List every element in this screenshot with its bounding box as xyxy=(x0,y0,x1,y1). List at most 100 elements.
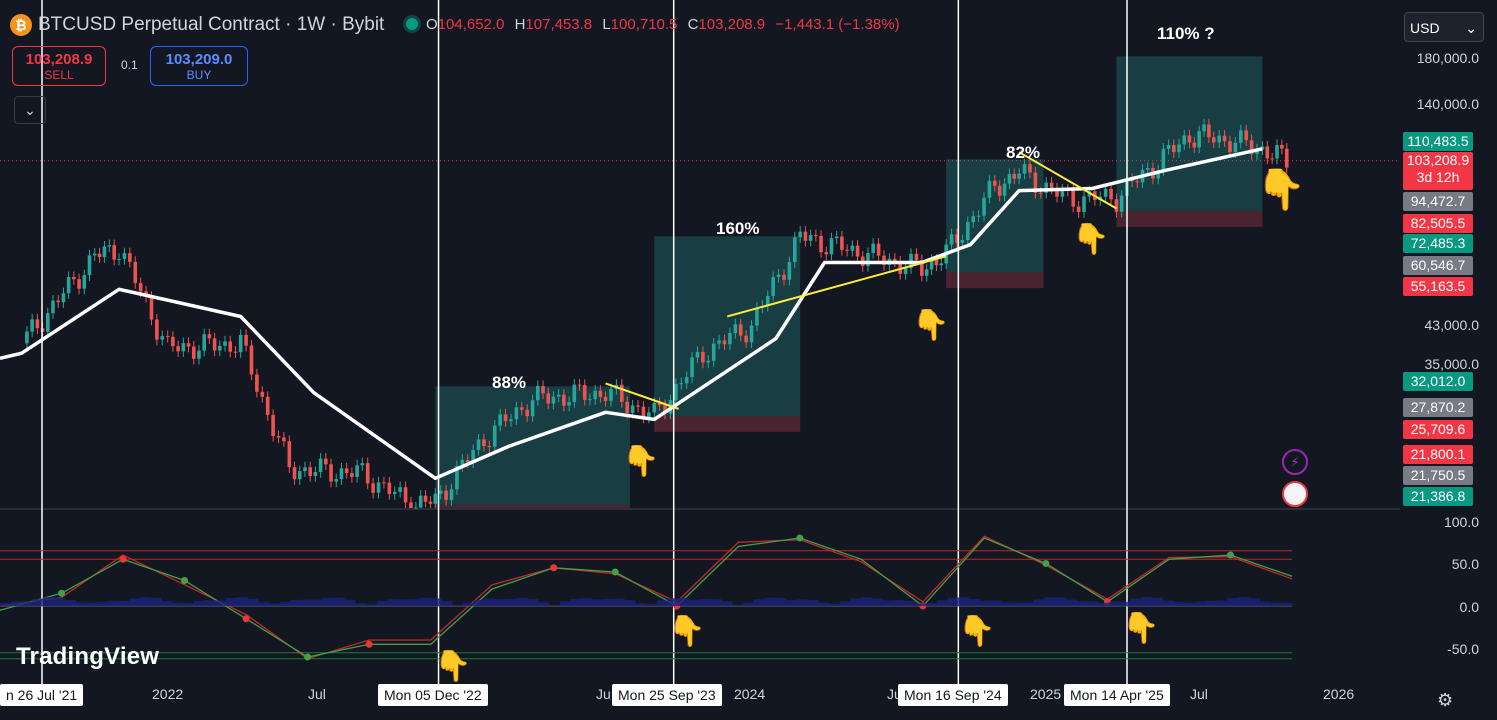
us-flag-icon[interactable] xyxy=(1282,481,1308,507)
candle-body xyxy=(350,473,354,477)
pointing-hand-icon: 👇 xyxy=(622,445,660,478)
candle-body xyxy=(77,279,81,289)
candle-body xyxy=(282,437,286,442)
candle-body xyxy=(202,334,206,351)
candle-body xyxy=(630,405,635,413)
candle-body xyxy=(824,252,829,255)
price-tag: 110,483.5 xyxy=(1403,132,1473,151)
price-axis-label: 180,000.0 xyxy=(1416,50,1479,66)
candle-body xyxy=(577,384,582,386)
trend-line xyxy=(1018,151,1117,210)
candle-body xyxy=(771,277,775,296)
currency-select[interactable]: USD ⌄ xyxy=(1404,12,1484,42)
osc-histogram-bar xyxy=(1130,598,1142,606)
candle-body xyxy=(976,215,981,217)
candle-body xyxy=(371,483,375,493)
ohlc-open: 104,652.0 xyxy=(437,16,505,33)
osc-axis-label: 100.0 xyxy=(1443,514,1479,530)
candle-body xyxy=(1038,192,1043,194)
candle-body xyxy=(128,253,132,262)
time-axis-highlight: Mon 25 Sep '23 xyxy=(612,684,722,706)
osc-histogram-bar xyxy=(1195,601,1207,606)
candle-body xyxy=(165,336,170,338)
candle-body xyxy=(444,490,448,500)
osc-histogram-bar xyxy=(1216,600,1228,606)
osc-histogram-bar xyxy=(990,600,1002,606)
candle-body xyxy=(652,402,657,413)
candle-body xyxy=(1119,195,1124,212)
loss-zone xyxy=(1116,210,1263,227)
pointing-hand-icon: 👇 xyxy=(912,309,950,342)
osc-histogram-bar xyxy=(1248,598,1260,606)
candle-body xyxy=(102,246,107,258)
candle-body xyxy=(551,396,556,404)
osc-histogram-bar xyxy=(301,599,313,606)
candle-body xyxy=(418,495,423,508)
osc-histogram-bar xyxy=(441,600,453,606)
candle-body xyxy=(438,490,443,494)
osc-histogram-bar xyxy=(764,597,776,606)
gear-icon[interactable]: ⚙ xyxy=(1437,690,1454,710)
osc-histogram-bar xyxy=(925,603,937,606)
candle-body xyxy=(939,263,944,266)
osc-red-line xyxy=(0,535,1293,660)
osc-cross-dot xyxy=(1226,551,1234,559)
osc-histogram-bar xyxy=(839,601,851,606)
candle-body xyxy=(1082,196,1086,213)
price-tag: 72,485.3 xyxy=(1403,234,1473,253)
candle-body xyxy=(733,324,738,334)
candle-body xyxy=(850,245,855,251)
sell-button[interactable]: 103,208.9 SELL xyxy=(12,46,106,86)
osc-histogram-bar xyxy=(635,603,647,606)
price-tag: 32,012.0 xyxy=(1403,372,1473,391)
order-quantity[interactable]: 0.1 xyxy=(121,58,138,72)
candle-body xyxy=(620,384,624,402)
ohlc-low-key: L xyxy=(602,16,611,33)
candle-body xyxy=(1280,145,1284,149)
osc-histogram-bar xyxy=(172,602,184,606)
collapse-legend-button[interactable]: ⌄ xyxy=(14,96,46,124)
osc-axis-label: 0.0 xyxy=(1459,599,1479,615)
osc-histogram-bar xyxy=(355,603,367,606)
candle-body xyxy=(536,386,540,401)
candle-body xyxy=(636,405,640,407)
osc-histogram-bar xyxy=(247,598,259,606)
buy-button[interactable]: 103,209.0 BUY xyxy=(150,46,248,86)
candle-body xyxy=(1135,181,1140,183)
candle-body xyxy=(1228,141,1232,153)
candle-body xyxy=(722,340,727,345)
osc-histogram-bar xyxy=(86,602,98,606)
osc-histogram-bar xyxy=(936,600,948,606)
candle-body xyxy=(934,259,939,266)
candle-body xyxy=(1172,145,1176,153)
candle-body xyxy=(834,236,839,239)
candle-body xyxy=(191,346,196,359)
candle-body xyxy=(711,343,716,361)
osc-histogram-bar xyxy=(32,599,44,606)
osc-histogram-bar xyxy=(506,598,518,606)
candle-body xyxy=(355,465,359,477)
osc-histogram-bar xyxy=(818,602,830,606)
osc-histogram-bar xyxy=(1141,597,1153,606)
symbol-title[interactable]: BTCUSD Perpetual Contract · 1W · Bybit xyxy=(38,14,385,35)
candle-body xyxy=(465,459,470,463)
osc-axis-label: -50.0 xyxy=(1447,641,1479,657)
osc-cross-dot xyxy=(365,640,373,648)
osc-histogram-bar xyxy=(710,599,722,606)
sell-price: 103,208.9 xyxy=(25,51,93,68)
candle-body xyxy=(72,277,76,280)
lightning-icon[interactable]: ⚡ xyxy=(1282,449,1308,475)
candle-body xyxy=(776,274,781,278)
candle-body xyxy=(1071,190,1076,207)
candle-body xyxy=(997,185,1002,196)
candle-body xyxy=(814,235,818,237)
candle-body xyxy=(701,351,705,363)
osc-histogram-bar xyxy=(559,601,571,606)
candle-body xyxy=(482,439,486,447)
candle-body xyxy=(1177,144,1181,153)
candle-body xyxy=(1217,135,1221,143)
candle-body xyxy=(641,406,646,418)
osc-cross-dot xyxy=(611,568,619,576)
candle-body xyxy=(1114,199,1119,212)
